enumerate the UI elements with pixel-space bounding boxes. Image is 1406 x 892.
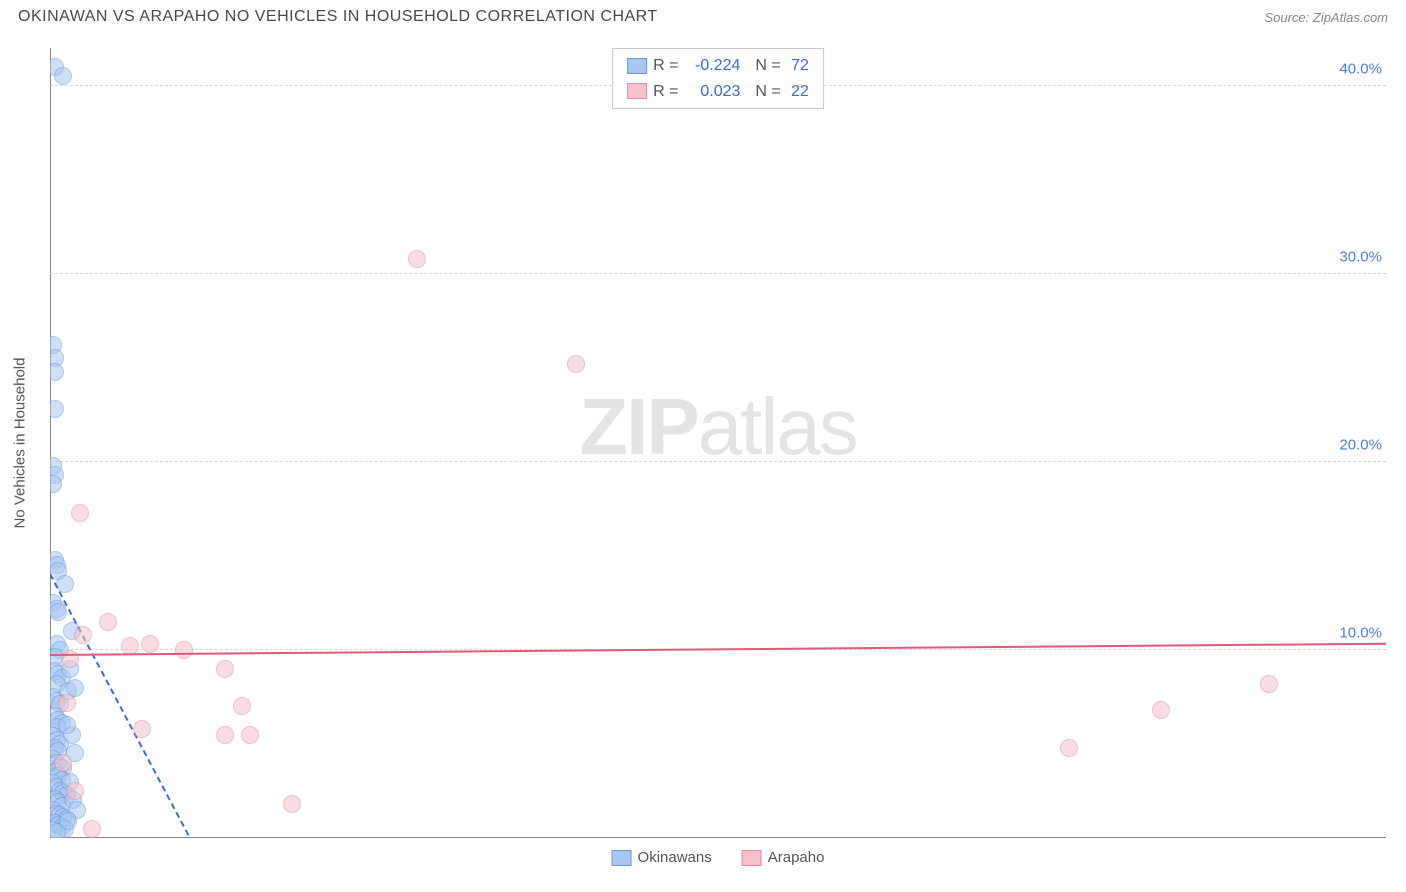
gridline <box>50 461 1386 462</box>
series-legend-item-arapaho: Arapaho <box>742 849 825 866</box>
data-point <box>1152 701 1170 719</box>
y-tick-label: 20.0% <box>1339 436 1382 453</box>
data-point <box>50 475 62 493</box>
legend-row-arapaho: R = 0.023 N = 22 <box>627 79 809 105</box>
source-attribution: Source: ZipAtlas.com <box>1264 10 1388 25</box>
data-point <box>141 635 159 653</box>
data-point <box>54 754 72 772</box>
series-legend-item-okinawans: Okinawans <box>612 849 712 866</box>
legend-swatch-icon <box>612 850 632 866</box>
data-point <box>59 812 77 830</box>
data-point <box>1260 675 1278 693</box>
y-tick-label: 10.0% <box>1339 624 1382 641</box>
data-point <box>50 363 64 381</box>
data-point <box>66 782 84 800</box>
legend-row-okinawans: R =-0.224 N = 72 <box>627 53 809 79</box>
data-point <box>71 504 89 522</box>
legend-swatch-arapaho <box>627 83 647 99</box>
y-axis-label: No Vehicles in Household <box>12 358 29 529</box>
data-point <box>408 250 426 268</box>
plot-region: 10.0%20.0%30.0%40.0%0.0%80.0% <box>50 48 1386 838</box>
legend-swatch-icon <box>742 850 762 866</box>
series-legend: Okinawans Arapaho <box>612 849 825 866</box>
correlation-legend: R =-0.224 N = 72 R = 0.023 N = 22 <box>612 48 824 109</box>
data-point <box>216 660 234 678</box>
y-tick-label: 30.0% <box>1339 248 1382 265</box>
data-point <box>99 613 117 631</box>
data-point <box>1060 739 1078 757</box>
data-point <box>216 726 234 744</box>
data-point <box>233 697 251 715</box>
data-point <box>54 67 72 85</box>
y-tick-label: 40.0% <box>1339 60 1382 77</box>
gridline <box>50 273 1386 274</box>
data-point <box>58 716 76 734</box>
data-point <box>567 355 585 373</box>
data-point <box>50 400 64 418</box>
data-point <box>83 820 101 838</box>
chart-title: OKINAWAN VS ARAPAHO NO VEHICLES IN HOUSE… <box>18 8 658 26</box>
data-point <box>241 726 259 744</box>
data-point <box>58 694 76 712</box>
data-point <box>133 720 151 738</box>
data-point <box>283 795 301 813</box>
data-point <box>50 603 67 621</box>
data-point <box>74 626 92 644</box>
legend-swatch-okinawans <box>627 58 647 74</box>
chart-area: No Vehicles in Household ZIPatlas R =-0.… <box>50 48 1386 838</box>
data-point <box>175 641 193 659</box>
